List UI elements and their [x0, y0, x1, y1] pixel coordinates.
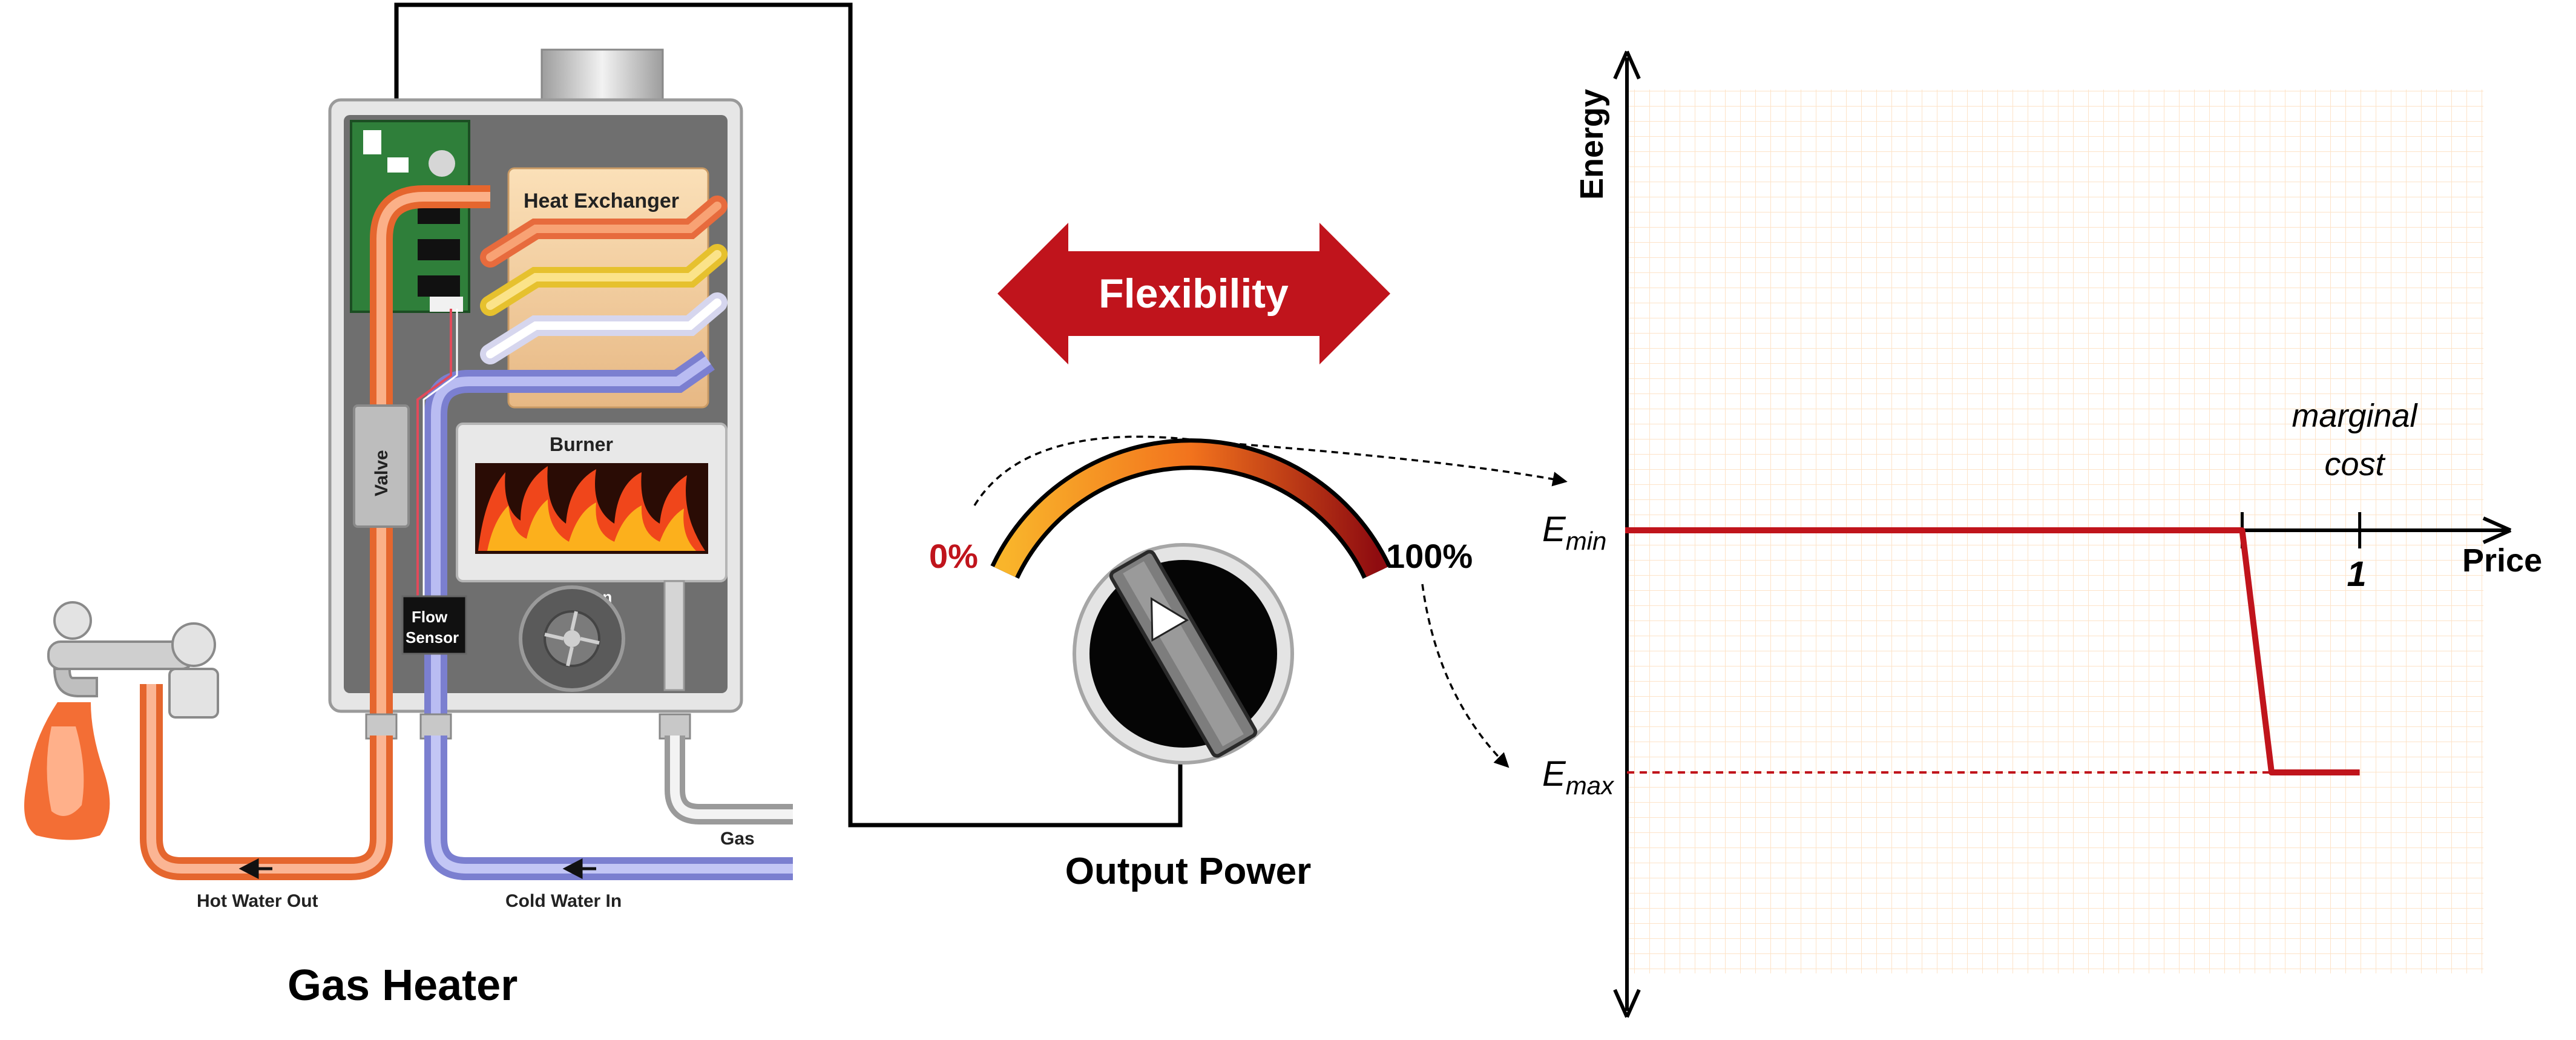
valve: Valve: [353, 404, 410, 528]
y-axis-arrow-top-icon: [1613, 50, 1641, 80]
faucet-icon: [47, 601, 219, 719]
control-wire: [394, 2, 1183, 828]
flow-sensor-label-line2: Sensor: [406, 628, 459, 647]
x-tick-label-1: 1: [2347, 555, 2367, 594]
energy-price-series-line: [1625, 527, 2360, 775]
valve-label: Valve: [372, 450, 392, 496]
hot-flow-arrow-icon: [238, 858, 272, 880]
hot-water-label: Hot Water Out: [197, 891, 318, 911]
gas-pipe: [665, 736, 793, 824]
y-axis-label: Energy: [1574, 89, 1610, 200]
fan-icon: [564, 630, 580, 647]
gas-heater: Heat Exchanger Valve Flow Sensor: [24, 2, 1183, 1010]
e-max-label: Emax: [1542, 754, 1615, 800]
x-axis-arrow-icon: [2482, 516, 2512, 544]
circuit-board: [350, 120, 470, 313]
burner-label: Burner: [550, 433, 613, 455]
cold-water-pipe: [424, 736, 793, 880]
double-arrow-icon: [997, 223, 1390, 364]
annotation-cost: cost: [2324, 446, 2385, 482]
output-power-dial: 0% 100% Output Power: [929, 435, 1568, 892]
e-min-label: Emin: [1542, 510, 1606, 555]
cold-water-label: Cold Water In: [505, 891, 622, 911]
y-axis-arrow-bottom-icon: [1613, 989, 1641, 1018]
dial-min-label: 0%: [929, 537, 978, 575]
flexibility-label: Flexibility: [1099, 271, 1289, 317]
gas-label: Gas: [720, 829, 755, 849]
energy-price-chart: Energy 1 Price marginal cost Emin Emax: [1542, 50, 2542, 1018]
dial-max-label: 100%: [1386, 537, 1473, 575]
fan: Fan: [519, 585, 625, 692]
x-axis-label: Price: [2462, 542, 2542, 579]
heat-exchanger-label: Heat Exchanger: [524, 189, 679, 212]
cold-flow-arrow-icon: [562, 858, 596, 880]
flow-sensor: Flow Sensor: [401, 595, 467, 655]
flow-sensor-label-line1: Flow: [412, 608, 448, 626]
gas-heater-title: Gas Heater: [288, 961, 518, 1010]
output-power-caption: Output Power: [1065, 851, 1311, 892]
pointer-icon: [1150, 597, 1189, 642]
arrow-to-emax: [1421, 584, 1510, 768]
flexibility-arrow: Flexibility: [997, 223, 1390, 364]
burner: Burner: [456, 423, 728, 582]
annotation-marginal: marginal: [2292, 398, 2418, 434]
